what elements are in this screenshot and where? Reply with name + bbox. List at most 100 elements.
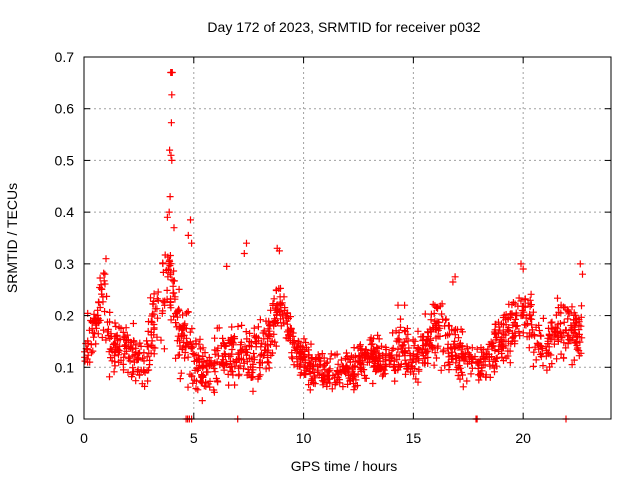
- data-point: [222, 360, 230, 368]
- data-point: [337, 356, 345, 364]
- data-point: [434, 318, 442, 326]
- data-point: [259, 329, 267, 337]
- data-point: [153, 295, 161, 303]
- data-point: [409, 336, 417, 344]
- data-point: [112, 323, 120, 330]
- data-point: [351, 371, 359, 379]
- data-point: [169, 289, 177, 297]
- data-point: [163, 213, 171, 221]
- data-point: [132, 377, 140, 385]
- y-tick-label: 0.5: [55, 152, 75, 168]
- data-point: [139, 354, 147, 362]
- data-point: [401, 328, 409, 336]
- data-point: [255, 373, 263, 380]
- data-point: [210, 388, 218, 396]
- data-point: [391, 377, 399, 385]
- data-point: [333, 367, 341, 375]
- data-point: [194, 386, 202, 394]
- data-point: [168, 156, 176, 164]
- y-tick-label: 0.3: [55, 256, 75, 272]
- data-point: [328, 385, 336, 393]
- data-point: [226, 363, 234, 371]
- data-point: [275, 247, 283, 255]
- data-point: [544, 349, 552, 357]
- data-point: [447, 343, 455, 351]
- data-point: [429, 300, 437, 308]
- data-point: [578, 302, 585, 310]
- data-point: [457, 350, 465, 358]
- data-point: [368, 340, 376, 348]
- data-point: [136, 349, 144, 357]
- data-point: [128, 373, 136, 381]
- axes-layer: 0 0.1 0.2 0.3 0.4 0.5 0.6 0.7 0 5 10 15 20: [55, 49, 612, 446]
- data-point: [513, 322, 521, 330]
- data-point: [495, 338, 503, 346]
- data-point: [490, 364, 498, 372]
- data-point: [459, 371, 466, 379]
- data-point: [145, 318, 152, 326]
- data-point: [267, 306, 275, 314]
- data-point: [560, 329, 568, 337]
- data-point: [153, 305, 161, 313]
- data-point: [119, 360, 127, 368]
- data-point: [110, 348, 118, 356]
- data-point: [234, 350, 242, 358]
- data-point: [102, 255, 110, 263]
- data-point: [432, 304, 440, 311]
- data-point: [423, 336, 431, 343]
- data-point: [188, 325, 196, 333]
- data-point: [311, 380, 319, 388]
- data-point: [368, 354, 376, 362]
- data-point: [250, 324, 258, 332]
- data-point: [404, 337, 412, 345]
- data-point: [220, 366, 228, 374]
- data-point: [125, 355, 133, 363]
- data-point: [238, 321, 246, 329]
- data-point: [245, 337, 253, 345]
- data-point: [256, 316, 264, 324]
- data-point: [454, 343, 462, 351]
- data-point: [249, 373, 257, 381]
- data-point: [188, 341, 196, 349]
- data-point: [275, 285, 283, 293]
- data-point: [502, 354, 510, 362]
- data-point: [107, 330, 115, 338]
- data-point: [548, 318, 556, 326]
- data-point: [107, 345, 115, 353]
- data-point: [405, 344, 413, 352]
- data-point: [231, 381, 239, 389]
- data-point: [410, 365, 418, 372]
- data-point: [430, 361, 438, 369]
- data-point: [307, 355, 315, 363]
- data-point: [276, 300, 284, 308]
- data-point: [552, 331, 560, 339]
- data-point: [427, 310, 435, 318]
- data-point: [262, 317, 270, 325]
- data-point: [266, 332, 274, 340]
- data-point: [204, 368, 212, 376]
- data-point: [462, 355, 470, 363]
- data-point: [389, 344, 397, 352]
- data-point: [396, 363, 404, 371]
- data-point: [100, 269, 108, 277]
- data-point: [211, 346, 219, 354]
- data-point: [320, 378, 328, 386]
- data-point: [237, 355, 245, 363]
- data-point: [539, 314, 547, 322]
- data-point: [527, 301, 535, 309]
- data-point: [102, 336, 110, 344]
- data-point: [307, 340, 315, 348]
- data-point: [171, 293, 179, 301]
- data-point: [84, 340, 92, 347]
- data-point: [421, 310, 429, 318]
- data-point: [103, 292, 111, 300]
- data-point: [239, 345, 247, 353]
- data-point: [149, 310, 156, 318]
- data-point: [177, 369, 185, 377]
- data-point: [512, 311, 520, 319]
- data-point: [295, 338, 303, 346]
- data-point: [490, 328, 498, 336]
- data-point: [561, 304, 569, 312]
- data-point: [151, 344, 159, 352]
- data-point: [166, 252, 174, 259]
